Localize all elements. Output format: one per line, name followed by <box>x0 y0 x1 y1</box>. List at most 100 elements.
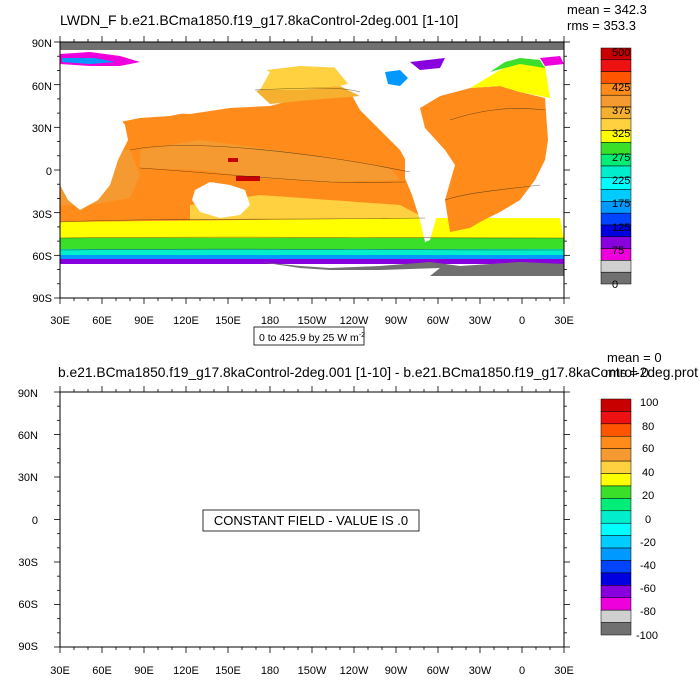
panel-2-stat-mean: mean = 0 <box>607 350 662 365</box>
north-atlantic-high-lat <box>490 58 545 72</box>
colorbar-box <box>600 510 632 524</box>
panel-1-y-labels: 90N 60N 30N 0 30S 60S 90S <box>32 38 52 305</box>
hot-spot-2 <box>236 176 260 181</box>
y-tick-label: 30S <box>18 557 38 569</box>
panel-1-colorbar <box>600 47 632 285</box>
colorbar-label: 75 <box>612 245 624 257</box>
colorbar-label: -40 <box>640 560 656 572</box>
panel-2-colorbar-labels: 100 80 60 40 20 0 -20 -40 -60 -80 -100 <box>636 397 658 642</box>
x-tick-label: 120E <box>173 665 199 677</box>
x-tick-label: 30W <box>469 315 492 327</box>
x-tick-label: 90W <box>385 315 408 327</box>
colorbar-label: -60 <box>640 583 656 595</box>
colorbar-box <box>600 535 632 549</box>
y-tick-label: 90N <box>18 388 38 400</box>
colorbar-label: 275 <box>612 152 630 164</box>
y-tick-label: 30S <box>32 209 52 221</box>
x-tick-label: 90E <box>134 315 154 327</box>
colorbar-box <box>600 411 632 425</box>
y-tick-label: 0 <box>32 515 38 527</box>
continent-north-america <box>330 55 470 128</box>
hot-spot-1 <box>228 158 238 162</box>
x-tick-label: 60W <box>427 665 450 677</box>
x-tick-label: 0 <box>519 665 525 677</box>
colorbar-label: 40 <box>642 467 654 479</box>
colorbar-box <box>600 473 632 487</box>
colorbar-label: 20 <box>642 490 654 502</box>
x-tick-label: 90W <box>385 665 408 677</box>
panel-1-title: LWDN_F b.e21.BCma1850.f19_g17.8kaControl… <box>60 12 458 28</box>
range-label-sup: -2 <box>359 332 365 339</box>
colorbar-box <box>600 622 632 636</box>
colorbar-box <box>600 485 632 499</box>
y-tick-label: 60S <box>18 599 38 611</box>
colorbar-label: 500 <box>612 47 630 59</box>
arctic-colors-east <box>410 58 445 70</box>
colorbar-box <box>600 260 632 273</box>
colorbar-box <box>600 498 632 512</box>
colorbar-box <box>600 271 632 285</box>
colorbar-label: 0 <box>612 279 618 291</box>
constant-field-frame <box>202 509 420 532</box>
colorbar-box <box>600 597 632 611</box>
y-tick-label: 90N <box>32 38 52 50</box>
southern-ocean-band-blue <box>60 255 564 260</box>
panel-1-stat-mean: mean = 342.3 <box>567 2 647 17</box>
colorbar-box <box>600 59 632 72</box>
continent-south-america <box>405 155 450 242</box>
panel-2-stat-rms: rms = 0 <box>605 365 649 380</box>
arctic-colors-east-2 <box>540 56 564 66</box>
panel-1-colorbar-labels: 500 425 375 325 275 225 175 125 75 0 <box>612 47 630 291</box>
north-pacific-yellow <box>250 66 360 90</box>
equatorial-pacific-warm <box>140 140 400 182</box>
x-tick-label: 150E <box>215 665 241 677</box>
colorbar-box <box>600 398 632 412</box>
colorbar-label: 425 <box>612 82 630 94</box>
colorbar-label: -20 <box>640 537 656 549</box>
panel-1-ticks <box>54 36 570 304</box>
panel-1-range-box: 0 to 425.9 by 25 W m-2 <box>253 326 365 346</box>
colorbar-label: -100 <box>636 630 658 642</box>
y-tick-label: 60N <box>18 430 38 442</box>
contour-lines <box>60 87 564 251</box>
y-tick-label: 0 <box>46 166 52 178</box>
y-tick-label: 90S <box>32 293 52 305</box>
colorbar-label: 0 <box>645 514 651 526</box>
y-tick-label: 30N <box>18 472 38 484</box>
southern-ocean-band-green <box>60 238 564 250</box>
x-tick-label: 30E <box>50 665 70 677</box>
colorbar-box <box>600 609 632 623</box>
range-label-frame <box>253 326 365 346</box>
x-tick-label: 90E <box>134 665 154 677</box>
colorbar-label: 375 <box>612 105 630 117</box>
antarctic-ice <box>260 262 564 276</box>
y-tick-label: 60N <box>32 81 52 93</box>
colorbar-label: -80 <box>640 606 656 618</box>
x-tick-label: 150W <box>298 315 327 327</box>
y-tick-label: 30N <box>32 123 52 135</box>
x-tick-label: 60E <box>92 315 112 327</box>
colorbar-box <box>600 436 632 449</box>
colorbar-label: 175 <box>612 198 630 210</box>
y-tick-label: 60S <box>32 251 52 263</box>
continent-greenland <box>440 46 490 72</box>
southern-ocean-band-purple <box>60 259 564 264</box>
x-tick-label: 0 <box>519 315 525 327</box>
x-tick-label: 180 <box>261 665 279 677</box>
x-tick-label: 30W <box>469 665 492 677</box>
constant-field-message: CONSTANT FIELD - VALUE IS .0 <box>214 513 408 528</box>
colorbar-label: 100 <box>640 397 658 409</box>
range-label: 0 to 425.9 by 25 W m-2 <box>259 332 365 344</box>
southern-ocean-band-yellow <box>60 218 564 240</box>
panel-2-colorbar <box>600 398 632 636</box>
arctic-ice-top <box>60 42 564 50</box>
colorbar-box <box>600 460 632 474</box>
colorbar-label: 125 <box>612 222 630 234</box>
colorbar-box <box>600 448 632 462</box>
panel-2-y-labels: 90N 60N 30N 0 30S 60S 90S <box>18 388 38 653</box>
x-tick-label: 150W <box>298 665 327 677</box>
colorbar-box <box>600 522 632 536</box>
atlantic-ocean <box>420 86 548 232</box>
panel-2-ticks <box>54 386 570 653</box>
